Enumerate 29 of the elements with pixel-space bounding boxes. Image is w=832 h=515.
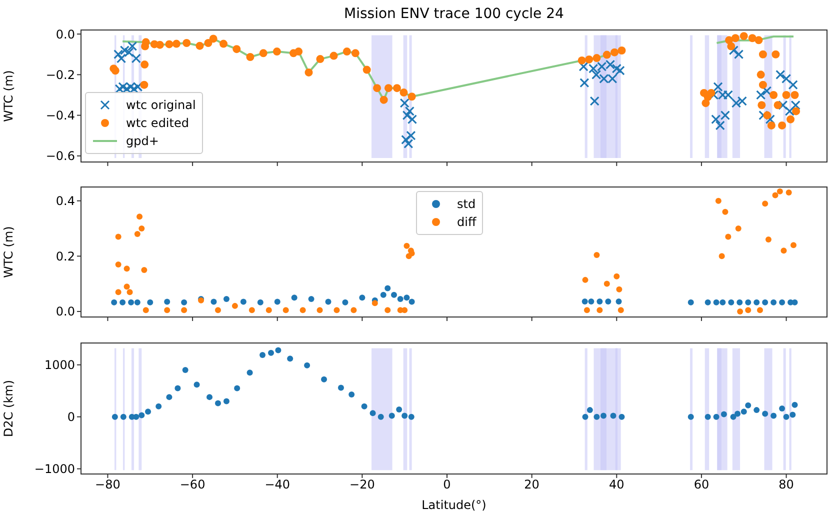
y-tick-label: −0.2 (46, 68, 75, 82)
y-axis-title: WTC (m) (1, 70, 16, 122)
x-tick-label: −60 (180, 478, 206, 492)
legend-label: diff (457, 214, 476, 231)
x-axis-title: Latitude(°) (420, 498, 488, 512)
chart-title: Mission ENV trace 100 cycle 24 (343, 6, 565, 22)
x-tick-label: 0 (443, 478, 451, 492)
y-axis-title: D2C (km) (1, 380, 16, 438)
x-tick-label: 40 (609, 478, 624, 492)
y-tick-label: 0 (67, 410, 75, 424)
y-tick-label: 0.2 (56, 249, 75, 264)
y-tick-label: 0.4 (56, 194, 75, 208)
x-tick-label: −40 (264, 478, 290, 492)
legend-label: gpd+ (126, 133, 159, 150)
y-tick-label: 0.0 (56, 27, 75, 42)
legend-label: wtc original (126, 97, 196, 114)
y-tick-label: −0.4 (46, 108, 75, 123)
x-tick-label: 80 (778, 478, 794, 492)
legend-label: std (457, 196, 476, 213)
y-tick-label: −0.6 (46, 149, 75, 164)
y-tick-label: −1000 (34, 462, 75, 476)
x-tick-label: 20 (524, 478, 540, 492)
x-tick-label: −20 (350, 478, 375, 492)
legend-label: wtc edited (126, 115, 189, 132)
x-tick-label: 60 (694, 478, 710, 492)
x-tick-label: −80 (95, 478, 120, 492)
y-axis-title: WTC (m) (1, 226, 16, 278)
y-tick-label: 0.0 (56, 304, 75, 319)
y-tick-label: 1000 (44, 358, 75, 372)
